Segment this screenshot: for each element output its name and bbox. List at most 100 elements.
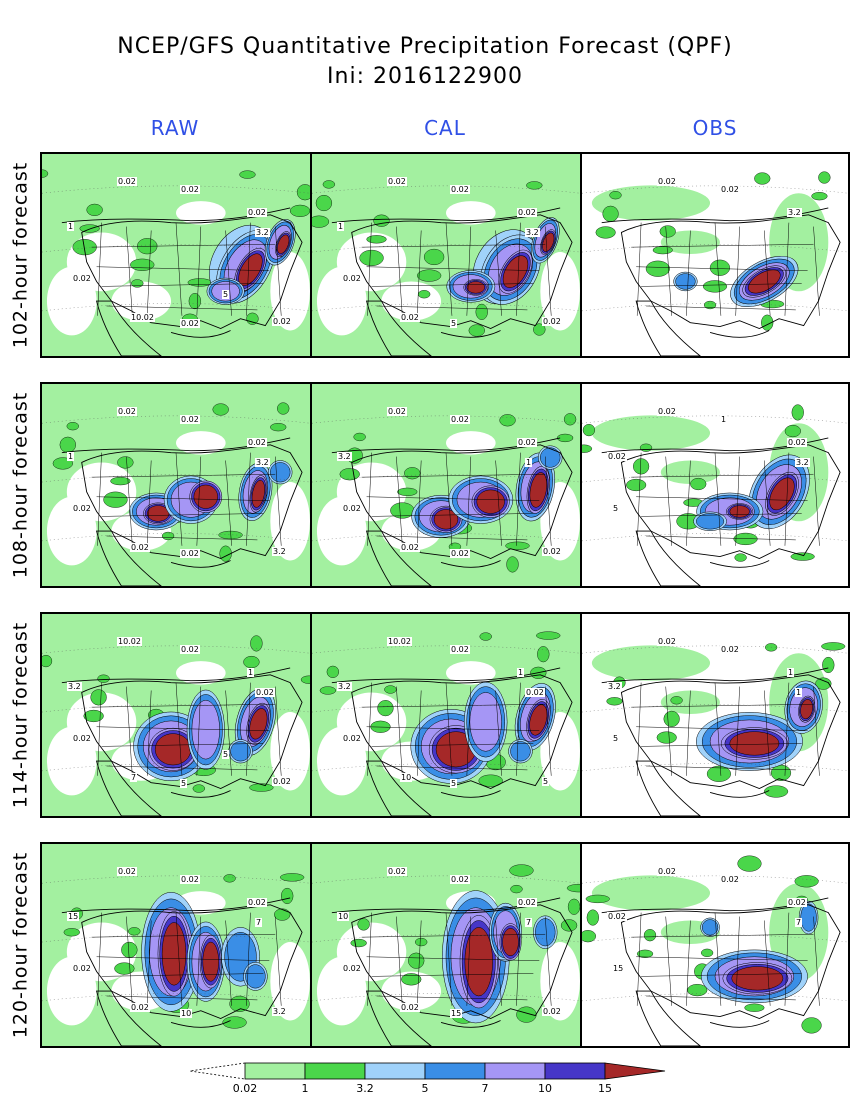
dry-area bbox=[446, 201, 496, 225]
contour-label: 10 bbox=[400, 773, 413, 782]
legend-label: 5 bbox=[421, 1082, 429, 1095]
state-border bbox=[246, 222, 251, 316]
contour-label: 0.02 bbox=[72, 504, 92, 513]
contour-label: 0.02 bbox=[400, 1003, 420, 1012]
state-border bbox=[361, 933, 546, 938]
state-border bbox=[96, 266, 270, 271]
state-border bbox=[466, 686, 472, 776]
precip-contour bbox=[243, 655, 260, 669]
precipitation-map bbox=[312, 844, 580, 1046]
contour-label: 0.02 bbox=[657, 407, 677, 416]
precipitation-map bbox=[42, 844, 310, 1046]
country-outline bbox=[81, 674, 303, 790]
precip-blob bbox=[529, 704, 548, 736]
state-border bbox=[246, 452, 251, 546]
precip-contour bbox=[281, 887, 294, 905]
state-border bbox=[636, 496, 808, 501]
legend-label: 1 bbox=[301, 1082, 309, 1095]
precip-contour bbox=[326, 665, 339, 678]
contour-label: 15 bbox=[612, 964, 625, 973]
precip-contour bbox=[357, 918, 370, 931]
precip-contour bbox=[131, 279, 144, 288]
precip-blob bbox=[675, 273, 696, 290]
state-border bbox=[764, 230, 771, 316]
contour-label: 0.02 bbox=[72, 734, 92, 743]
state-border bbox=[516, 452, 521, 546]
state-border bbox=[371, 743, 534, 747]
state-border bbox=[735, 456, 740, 546]
contour-label: 7 bbox=[795, 918, 803, 927]
state-border bbox=[631, 933, 814, 938]
state-border bbox=[396, 686, 403, 776]
precip-blob bbox=[193, 484, 218, 509]
precip-contour bbox=[734, 553, 747, 562]
canada-border bbox=[61, 667, 291, 684]
contour-label: 1 bbox=[525, 458, 533, 467]
contour-label: 0.02 bbox=[342, 274, 362, 283]
contour-label: 3.2 bbox=[787, 208, 802, 217]
state-border bbox=[376, 995, 528, 1001]
precip-contour bbox=[509, 864, 534, 877]
contour-label: 0.02 bbox=[542, 317, 562, 326]
state-border bbox=[361, 243, 546, 248]
contour-label: 0.02 bbox=[342, 504, 362, 513]
state-border bbox=[366, 496, 540, 501]
mexico-outline bbox=[96, 990, 162, 1046]
precip-contour bbox=[687, 984, 708, 997]
precip-blob bbox=[542, 232, 555, 252]
map-panel-cal-114: 10.02 0.02 1 0.02 0.02 3.2 5 10 5 bbox=[310, 612, 582, 818]
precip-contour bbox=[249, 783, 274, 792]
precip-blob bbox=[800, 903, 817, 932]
state-border bbox=[196, 456, 202, 546]
state-border bbox=[96, 496, 270, 501]
state-border bbox=[735, 686, 740, 776]
state-border bbox=[366, 726, 540, 731]
state-border bbox=[146, 230, 152, 316]
state-border bbox=[361, 473, 546, 478]
precip-contour bbox=[312, 215, 330, 228]
precip-blob bbox=[696, 513, 725, 530]
precip-contour bbox=[415, 937, 428, 947]
contour-label: 0.02 bbox=[657, 177, 677, 186]
state-border bbox=[275, 456, 282, 546]
contour-label: 0.02 bbox=[247, 898, 267, 907]
precipitation-map bbox=[312, 614, 580, 816]
contour-label: 5 bbox=[450, 779, 458, 788]
precip-contour bbox=[130, 258, 155, 271]
contour-label: 7 bbox=[255, 918, 263, 927]
state-border bbox=[545, 456, 552, 546]
precip-contour bbox=[63, 928, 80, 937]
precip-contour bbox=[652, 245, 673, 255]
precip-contour bbox=[582, 444, 593, 453]
precip-contour bbox=[586, 909, 599, 926]
gulf-coast bbox=[709, 1020, 770, 1028]
precip-contour bbox=[319, 686, 337, 695]
precip-contour bbox=[397, 487, 418, 496]
legend-swatch bbox=[244, 1062, 306, 1080]
precipitation-map bbox=[582, 171, 848, 356]
contour-label: 0.02 bbox=[542, 547, 562, 556]
dry-area bbox=[270, 942, 310, 1021]
country-outline bbox=[351, 214, 573, 330]
precip-contour bbox=[59, 436, 76, 453]
precip-blob bbox=[540, 447, 561, 468]
precip-contour bbox=[709, 259, 730, 276]
precip-contour bbox=[339, 468, 360, 481]
state-border bbox=[275, 226, 282, 316]
state-border bbox=[416, 230, 422, 316]
precip-contour bbox=[560, 919, 578, 932]
state-border bbox=[175, 452, 183, 546]
state-border bbox=[367, 222, 372, 316]
precip-contour bbox=[821, 642, 846, 651]
state-border bbox=[545, 226, 552, 316]
precip-contour bbox=[585, 894, 610, 904]
state-border bbox=[665, 686, 672, 776]
precip-contour bbox=[280, 873, 305, 882]
state-border bbox=[367, 912, 372, 1006]
legend-swatch bbox=[484, 1062, 546, 1080]
state-border bbox=[641, 283, 802, 287]
gulf-coast bbox=[440, 1020, 501, 1028]
precip-contour bbox=[366, 235, 387, 244]
contour-label: 10.02 bbox=[387, 637, 412, 646]
precip-contour bbox=[656, 731, 677, 744]
